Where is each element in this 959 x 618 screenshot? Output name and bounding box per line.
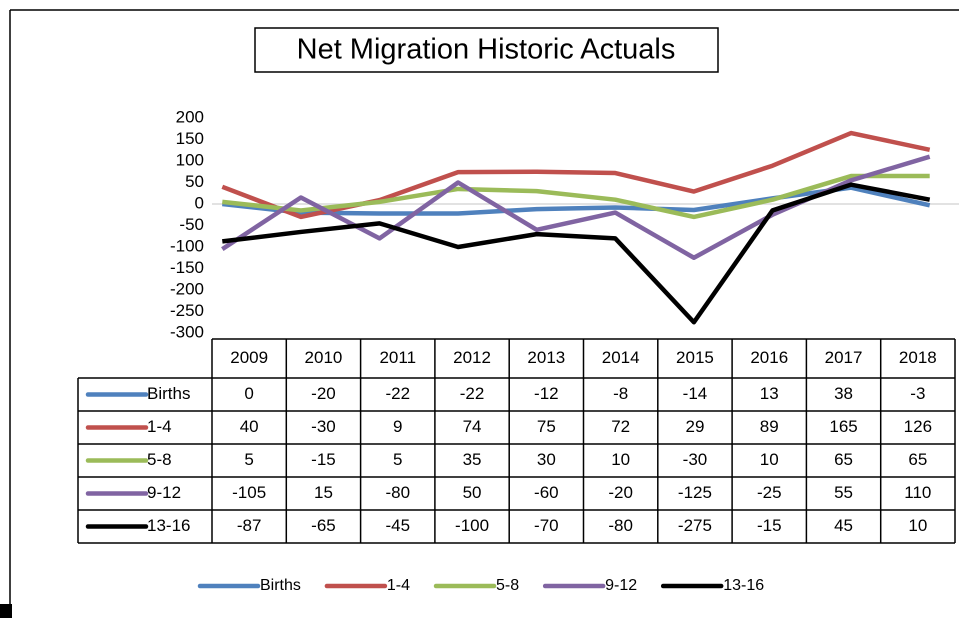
y-tick-label: 100 [176, 150, 204, 169]
table-cell: -25 [757, 483, 782, 502]
table-cell: 13 [760, 384, 779, 403]
y-tick-label: 0 [195, 193, 204, 212]
table-series-name: 9-12 [147, 483, 181, 502]
table-cell: -22 [460, 384, 485, 403]
x-tick-label: 2018 [899, 348, 937, 367]
series-line [222, 185, 931, 216]
x-tick-label: 2009 [230, 348, 268, 367]
table-cell: 10 [760, 450, 779, 469]
table-cell: -15 [757, 516, 782, 535]
y-tick-label: 50 [185, 172, 204, 191]
table-cell: -80 [385, 483, 410, 502]
table-cell: 5 [393, 450, 402, 469]
table-cell: -30 [683, 450, 708, 469]
table-cell: -8 [613, 384, 628, 403]
y-tick-label: -250 [170, 301, 204, 320]
table-cell: 126 [904, 417, 932, 436]
table-cell: 55 [834, 483, 853, 502]
table-cell: 5 [244, 450, 253, 469]
table-cell: -60 [534, 483, 559, 502]
table-cell: -22 [385, 384, 410, 403]
table-cell: 10 [611, 450, 630, 469]
frame-corner [0, 604, 12, 618]
table-cell: -65 [311, 516, 336, 535]
legend-label: 5-8 [496, 577, 519, 594]
table-cell: -100 [455, 516, 489, 535]
table-cell: 110 [904, 483, 931, 502]
table-cell: 75 [537, 417, 556, 436]
table-series-name: 5-8 [147, 450, 172, 469]
table-cell: 9 [393, 417, 402, 436]
table-cell: -15 [311, 450, 336, 469]
table-cell: 89 [760, 417, 779, 436]
table-cell: 29 [685, 417, 704, 436]
y-tick-label: -300 [170, 322, 204, 341]
x-tick-label: 2013 [527, 348, 565, 367]
table-cell: -20 [311, 384, 336, 403]
series-line [222, 173, 930, 220]
table-cell: -80 [608, 516, 633, 535]
table-cell: 30 [537, 450, 556, 469]
table-cell: 40 [240, 417, 259, 436]
table-cell: 10 [908, 516, 927, 535]
table-cell: -87 [237, 516, 262, 535]
y-tick-label: -150 [170, 258, 204, 277]
legend-label: 9-12 [605, 577, 637, 594]
table-cell: -20 [608, 483, 633, 502]
table-cell: 50 [463, 483, 482, 502]
x-tick-label: 2016 [750, 348, 788, 367]
table-cell: 15 [314, 483, 333, 502]
table-cell: 72 [611, 417, 630, 436]
table-cell: -70 [534, 516, 559, 535]
table-series-name: Births [147, 384, 190, 403]
x-tick-label: 2010 [305, 348, 343, 367]
title-box [254, 27, 719, 73]
table-cell: 65 [834, 450, 853, 469]
table-cell: 65 [908, 450, 927, 469]
chart-title: Net Migration Historic Actuals [297, 34, 676, 66]
table-cell: -14 [683, 384, 708, 403]
table-series-name: 1-4 [147, 417, 172, 436]
table-series-name: 13-16 [147, 516, 190, 535]
table-cell: -275 [678, 516, 712, 535]
table-cell: 35 [463, 450, 482, 469]
legend-label: 13-16 [723, 577, 764, 594]
y-tick-label: -200 [170, 279, 204, 298]
series-line [222, 182, 931, 325]
table-cell: -125 [678, 483, 712, 502]
y-tick-label: -50 [179, 215, 204, 234]
x-tick-label: 2017 [825, 348, 863, 367]
table-cell: 45 [834, 516, 853, 535]
table-cell: 74 [463, 417, 482, 436]
series-line [221, 130, 931, 220]
table-cell: -30 [311, 417, 336, 436]
table-cell: 165 [829, 417, 857, 436]
table-cell: -12 [534, 384, 559, 403]
y-tick-label: -100 [170, 236, 204, 255]
x-tick-label: 2014 [602, 348, 640, 367]
legend-label: Births [260, 577, 301, 594]
y-tick-label: 150 [176, 129, 204, 148]
table-cell: 0 [244, 384, 253, 403]
table-cell: -45 [385, 516, 410, 535]
table-cell: 38 [834, 384, 853, 403]
x-tick-label: 2015 [676, 348, 714, 367]
table-cell: -3 [910, 384, 925, 403]
table-cell: -105 [232, 483, 266, 502]
x-tick-label: 2012 [453, 348, 491, 367]
legend-label: 1-4 [387, 577, 410, 594]
x-tick-label: 2011 [379, 348, 416, 367]
y-tick-label: 200 [176, 107, 204, 126]
